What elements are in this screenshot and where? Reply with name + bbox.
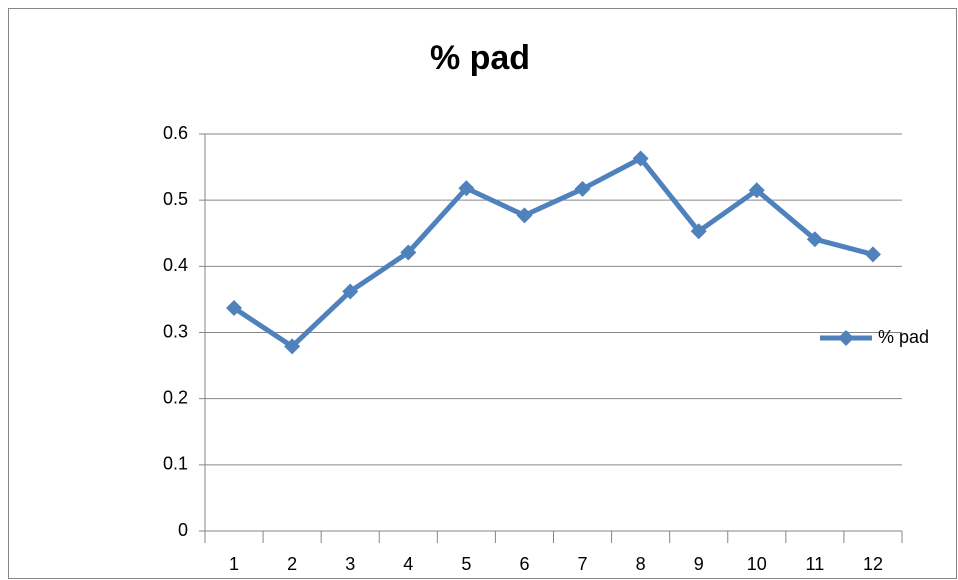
y-tick-label: 0.2 [163,387,188,407]
data-line [232,155,874,349]
data-marker [748,182,765,199]
legend-label: % pad [878,327,929,347]
data-marker [690,223,707,240]
data-marker [864,246,881,263]
y-tick-label: 0.5 [163,189,188,209]
x-tick-label: 2 [287,554,297,574]
data-marker [516,207,533,224]
data-marker [226,300,243,317]
data-marker [342,283,359,300]
x-tick-label: 9 [694,554,704,574]
x-tick-label: 12 [863,554,883,574]
chart-title: % pad [430,39,530,77]
legend-marker [838,330,854,346]
x-tick-label: 10 [747,554,767,574]
x-tick-label: 5 [461,554,471,574]
x-tick-label: 7 [578,554,588,574]
y-tick-label: 0.1 [163,454,188,474]
x-tick-label: 11 [806,554,825,574]
data-marker [400,244,417,261]
data-marker [632,150,649,167]
data-marker [458,180,475,197]
chart-frame [8,8,957,579]
y-tick-label: 0 [178,520,188,540]
x-tick-label: 3 [345,554,355,574]
x-tick-label: 1 [229,554,239,574]
x-tick-label: 6 [519,554,529,574]
data-marker [574,180,591,197]
y-tick-label: 0.4 [163,255,188,275]
y-tick-label: 0.6 [163,123,188,143]
data-marker [284,338,301,355]
data-marker [806,231,823,248]
y-tick-label: 0.3 [163,321,188,341]
x-tick-label: 8 [636,554,646,574]
x-tick-label: 4 [403,554,413,574]
